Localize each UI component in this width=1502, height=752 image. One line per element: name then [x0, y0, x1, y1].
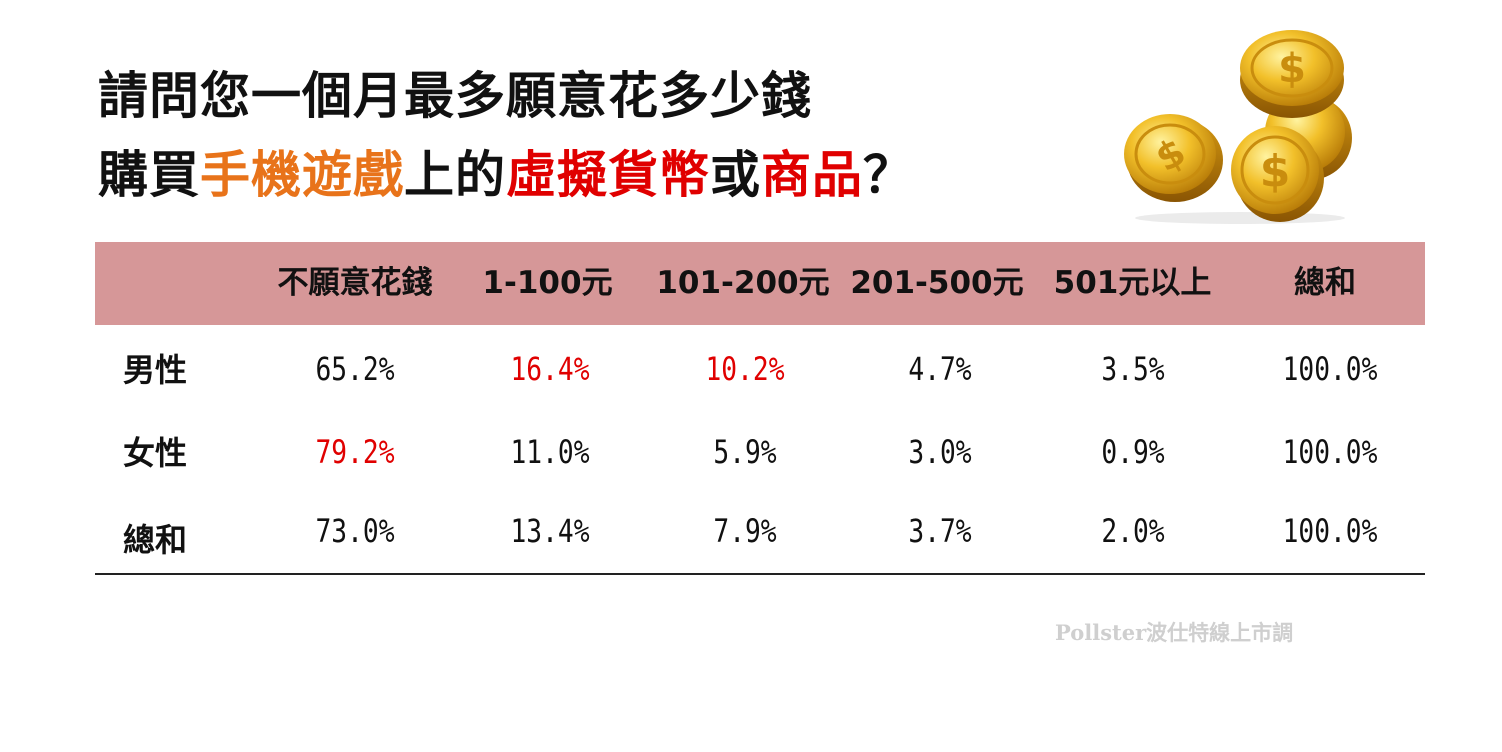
table-cell: 79.2% — [315, 433, 395, 471]
gold-dollar-coins-icon: $ $ $ — [1124, 30, 1352, 224]
row-label: 男性 — [122, 351, 187, 389]
column-header: 101-200元 — [656, 265, 830, 301]
table-cell: 100.0% — [1282, 350, 1378, 388]
title-question-mark: ？ — [863, 146, 914, 204]
title-text-buy: 購買 — [98, 146, 200, 204]
title-highlight-virtual-currency: 虛擬貨幣 — [506, 146, 710, 204]
table-cell: 73.0% — [315, 512, 395, 550]
title-highlight-items: 商品 — [761, 146, 863, 204]
table-cell: 3.7% — [908, 512, 972, 550]
table-cell: 3.0% — [908, 433, 972, 471]
source-credit: Pollster波仕特線上市調 — [1055, 620, 1294, 645]
table-cell: 2.0% — [1101, 512, 1165, 550]
table-cell: 5.9% — [713, 433, 777, 471]
column-header: 1-100元 — [482, 265, 613, 301]
table-cell: 16.4% — [510, 350, 590, 388]
column-header: 總和 — [1294, 265, 1356, 301]
title-line-1: 請問您一個月最多願意花多少錢 — [98, 67, 812, 125]
title-line-2: 購買手機遊戲上的虛擬貨幣或商品？ — [98, 145, 914, 205]
table-cell: 13.4% — [510, 512, 590, 550]
column-header: 201-500元 — [850, 265, 1024, 301]
title-text-or: 或 — [710, 146, 761, 204]
title-text-on: 上的 — [404, 146, 506, 204]
table-header-band — [95, 242, 1425, 325]
table-cell: 100.0% — [1282, 512, 1378, 550]
table-cell: 11.0% — [510, 433, 590, 471]
table-bottom-rule — [95, 573, 1425, 575]
table-cell: 0.9% — [1101, 433, 1165, 471]
column-header: 501元以上 — [1053, 265, 1212, 301]
title-highlight-mobile-games: 手機遊戲 — [200, 146, 404, 204]
table-cell: 7.9% — [713, 512, 777, 550]
svg-text:$: $ — [1278, 46, 1306, 92]
table-cell: 65.2% — [315, 350, 395, 388]
table-cell: 10.2% — [705, 350, 785, 388]
table-cell: 4.7% — [908, 350, 972, 388]
row-label: 總和 — [122, 521, 187, 559]
table-cell: 3.5% — [1101, 350, 1165, 388]
svg-text:$: $ — [1260, 146, 1291, 197]
column-header: 不願意花錢 — [277, 265, 433, 301]
table-cell: 100.0% — [1282, 433, 1378, 471]
row-label: 女性 — [122, 434, 187, 472]
